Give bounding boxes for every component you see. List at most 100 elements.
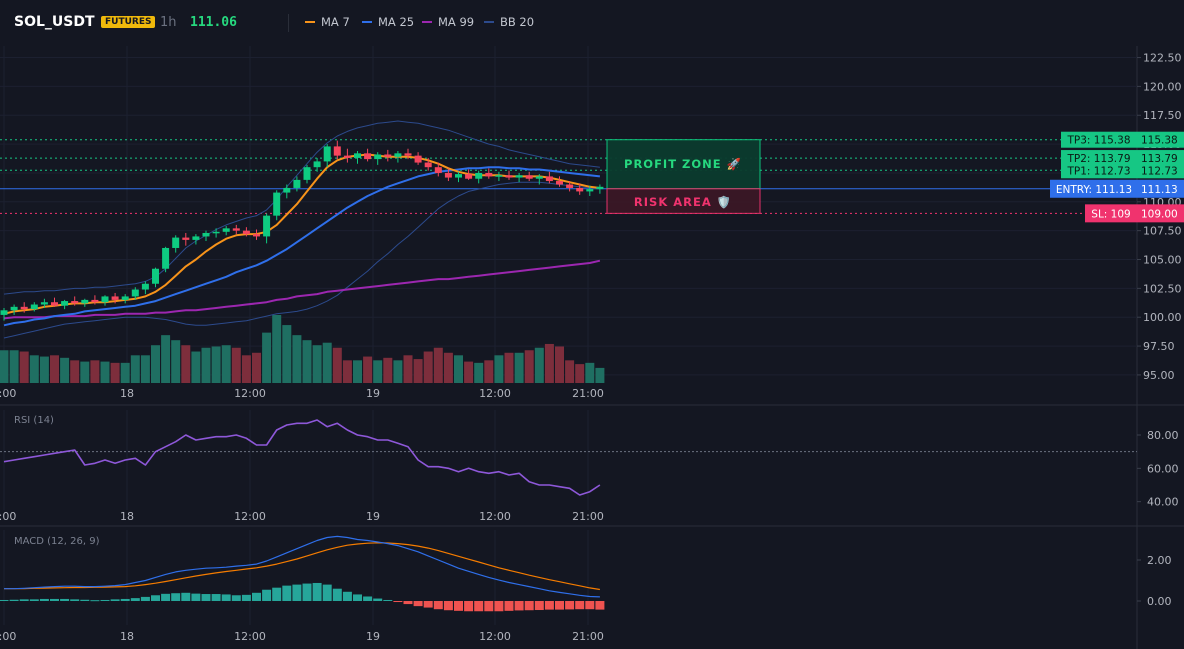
volume-bar: [211, 346, 221, 383]
volume-bar: [262, 332, 272, 383]
macd-histogram-bar: [423, 601, 433, 608]
volume-bar: [464, 361, 474, 383]
volume-bar: [342, 360, 352, 383]
level-badge-tp3: [1061, 131, 1138, 148]
macd-histogram-bar: [534, 601, 544, 611]
volume-bar: [231, 347, 241, 383]
rsi-axis-label: 40.00: [1147, 496, 1179, 509]
candle-body: [525, 175, 533, 179]
volume-bar: [524, 350, 534, 383]
candle-body: [20, 306, 28, 310]
volume-bar: [241, 355, 251, 383]
volume-bar: [110, 362, 120, 383]
price-axis-label: 117.50: [1143, 109, 1182, 122]
volume-bar: [272, 315, 282, 383]
volume-bar: [80, 361, 90, 383]
level-axis-badge-entry: [1138, 179, 1184, 198]
candle-body: [505, 175, 513, 178]
macd-histogram-bar: [332, 588, 342, 601]
volume-bar: [534, 347, 544, 383]
volume-bar: [191, 351, 201, 383]
macd-histogram-bar: [171, 593, 181, 601]
macd-signal-line: [4, 542, 600, 591]
macd-histogram-bar: [90, 600, 100, 602]
macd-histogram-bar: [494, 601, 504, 612]
candle-body: [71, 301, 79, 304]
volume-bar: [70, 360, 80, 383]
macd-histogram-bar: [302, 583, 312, 601]
macd-histogram-bar: [211, 594, 221, 601]
candle-body: [273, 192, 281, 216]
candle-body: [222, 228, 230, 232]
macd-label: MACD (12, 26, 9): [14, 536, 100, 547]
volume-bar: [60, 357, 70, 383]
candle-body: [61, 301, 69, 306]
time-axis-label: 12:00: [479, 630, 511, 643]
time-axis-label: 21:00: [572, 510, 604, 523]
volume-bar: [19, 351, 29, 383]
volume-bar: [140, 355, 150, 383]
volume-bar: [171, 340, 181, 383]
risk-zone: [606, 188, 761, 214]
legend-ma7[interactable]: MA 7: [305, 15, 350, 29]
macd-histogram-bar: [130, 598, 140, 601]
volume-bar: [494, 355, 504, 383]
level-badge-tp1: [1061, 162, 1138, 179]
time-axis-label: 21:00: [572, 630, 604, 643]
price-axis-label: 100.00: [1143, 311, 1182, 324]
volume-bar: [0, 350, 9, 383]
candle-body: [121, 296, 129, 300]
level-badge-label-tp2: TP2: 113.79: [1066, 153, 1130, 165]
candle-body: [566, 184, 574, 188]
volume-bar: [322, 342, 332, 383]
macd-histogram-bar: [161, 593, 171, 601]
time-axis-label: 18: [120, 630, 134, 643]
volume-bar: [514, 352, 524, 383]
candle-body: [141, 283, 149, 290]
macd-histogram-bar: [181, 592, 191, 601]
macd-histogram-bar: [575, 601, 585, 610]
candle-body: [152, 268, 159, 284]
legend-label-ma7: MA 7: [321, 15, 350, 29]
volume-bar: [565, 360, 575, 383]
header-divider: [288, 14, 289, 32]
legend-ma99[interactable]: MA 99: [422, 15, 474, 29]
level-axis-badge-tp1: [1138, 162, 1184, 179]
rsi-label: RSI (14): [14, 415, 54, 426]
candle-body: [495, 175, 503, 177]
macd-histogram-bar: [151, 595, 160, 601]
symbol-name[interactable]: SOL_USDT: [14, 14, 95, 30]
price-axis-label: 95.00: [1143, 369, 1175, 382]
volume-bar: [353, 360, 362, 383]
candle-body: [182, 237, 190, 240]
level-axis-value-tp3: 115.38: [1141, 135, 1178, 147]
candle-body: [596, 186, 604, 190]
macd-histogram-bar: [383, 599, 393, 601]
legend-label-bb20: BB 20: [500, 15, 535, 29]
time-axis-label: 2:00: [0, 630, 16, 643]
time-axis-label: 2:00: [0, 387, 16, 400]
legend-label-ma25: MA 25: [378, 15, 415, 29]
volume-bar: [433, 347, 443, 383]
macd-histogram-bar: [39, 598, 49, 601]
level-badge-label-entry: ENTRY: 111.13: [1056, 184, 1132, 196]
candle-body: [404, 153, 412, 156]
candle-body: [242, 230, 250, 235]
macd-histogram-bar: [70, 599, 80, 601]
candle-body: [394, 153, 402, 157]
legend-ma25[interactable]: MA 25: [362, 15, 414, 29]
candle-body: [354, 153, 361, 158]
macd-histogram-bar: [514, 601, 524, 611]
candle-body: [586, 189, 594, 192]
legend-bb20[interactable]: BB 20: [484, 15, 534, 29]
volume-bar: [292, 335, 302, 383]
level-badge-label-tp1: TP1: 112.73: [1066, 165, 1130, 177]
volume-bar: [393, 360, 403, 383]
interval-selector[interactable]: 1h: [160, 15, 177, 30]
macd-histogram-bar: [443, 601, 453, 611]
macd-histogram-bar: [201, 594, 211, 601]
macd-histogram-bar: [110, 599, 120, 601]
candle-body: [10, 306, 18, 311]
time-axis-label: 12:00: [234, 630, 266, 643]
